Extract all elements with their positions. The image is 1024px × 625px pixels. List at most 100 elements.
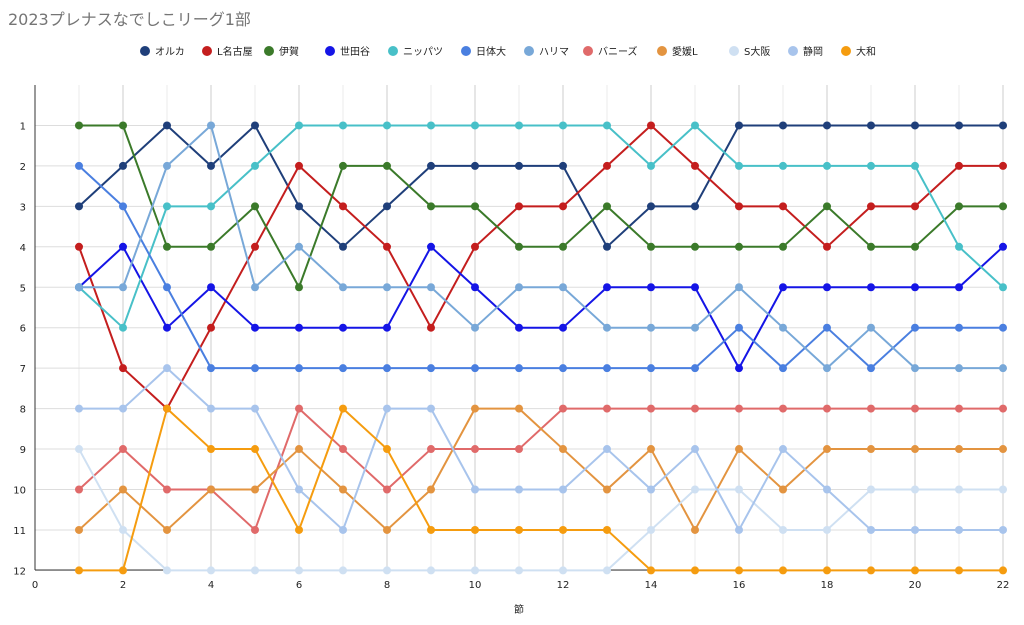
data-point: [471, 404, 479, 413]
data-point: [867, 242, 875, 251]
data-point: [339, 121, 347, 130]
y-tick-label: 3: [20, 202, 26, 213]
data-point: [691, 283, 699, 292]
data-point: [559, 485, 567, 494]
data-point: [647, 404, 655, 413]
data-point: [691, 364, 699, 373]
data-point: [911, 445, 919, 454]
data-point: [603, 202, 611, 211]
series-line: [78, 245, 1004, 370]
data-point: [163, 404, 171, 413]
data-point: [691, 121, 699, 130]
y-tick-label: 11: [13, 526, 26, 537]
data-point: [339, 283, 347, 292]
data-point: [735, 202, 743, 211]
legend-marker: [524, 46, 534, 56]
data-point: [339, 323, 347, 332]
data-point: [427, 202, 435, 211]
data-point: [471, 242, 479, 251]
data-point: [295, 525, 303, 534]
data-point: [999, 121, 1007, 130]
legend-label: 日体大: [476, 45, 506, 58]
data-point: [515, 283, 523, 292]
y-tick-label: 4: [20, 243, 26, 254]
series-line: [78, 407, 1003, 531]
data-point: [823, 445, 831, 454]
data-point: [691, 485, 699, 494]
data-point: [207, 121, 215, 130]
data-point: [779, 404, 787, 413]
legend-label: ハリマ: [539, 47, 569, 58]
data-point: [867, 525, 875, 534]
data-point: [735, 364, 743, 373]
data-point: [427, 323, 435, 332]
data-point: [251, 242, 259, 251]
y-tick-label: 9: [20, 445, 26, 456]
data-point: [559, 202, 567, 211]
data-point: [867, 566, 875, 575]
data-point: [823, 404, 831, 413]
data-point: [955, 525, 963, 534]
data-point: [955, 566, 963, 575]
data-point: [647, 202, 655, 211]
legend-label: 静岡: [803, 45, 823, 58]
data-point: [779, 283, 787, 292]
data-point: [559, 242, 567, 251]
data-point: [779, 323, 787, 332]
data-point: [471, 566, 479, 575]
data-point: [163, 161, 171, 170]
data-point: [251, 364, 259, 373]
data-point: [823, 364, 831, 373]
data-point: [779, 445, 787, 454]
data-point: [207, 161, 215, 170]
data-point: [559, 323, 567, 332]
data-point: [911, 404, 919, 413]
data-point: [383, 566, 391, 575]
data-point: [251, 283, 259, 292]
data-point: [867, 364, 875, 373]
data-point: [207, 242, 215, 251]
data-point: [955, 121, 963, 130]
data-point: [75, 242, 83, 251]
data-point: [823, 566, 831, 575]
data-point: [427, 283, 435, 292]
data-point: [471, 485, 479, 494]
data-point: [735, 161, 743, 170]
data-point: [163, 485, 171, 494]
data-point: [295, 161, 303, 170]
data-point: [999, 404, 1007, 413]
x-tick-label: 20: [909, 580, 922, 591]
data-point: [867, 323, 875, 332]
data-point: [251, 161, 259, 170]
data-point: [559, 283, 567, 292]
data-point: [691, 445, 699, 454]
data-point: [427, 242, 435, 251]
data-point: [383, 364, 391, 373]
data-point: [691, 404, 699, 413]
data-point: [295, 323, 303, 332]
data-point: [119, 404, 127, 413]
series-line: [79, 367, 1003, 531]
data-point: [75, 404, 83, 413]
data-point: [251, 202, 259, 211]
data-point: [603, 404, 611, 413]
data-point: [779, 121, 787, 130]
data-point: [163, 242, 171, 251]
data-point: [119, 202, 127, 211]
chart-title: 2023プレナスなでしこリーグ1部: [8, 10, 251, 29]
data-point: [691, 161, 699, 170]
data-point: [119, 283, 127, 292]
data-point: [471, 364, 479, 373]
data-point: [867, 445, 875, 454]
data-point: [867, 202, 875, 211]
data-point: [383, 283, 391, 292]
data-point: [75, 283, 83, 292]
data-point: [779, 242, 787, 251]
data-point: [603, 525, 611, 534]
data-point: [559, 161, 567, 170]
data-point: [735, 445, 743, 454]
data-point: [471, 525, 479, 534]
y-tick-label: 7: [20, 364, 26, 375]
x-tick-label: 0: [32, 580, 38, 591]
data-point: [691, 323, 699, 332]
